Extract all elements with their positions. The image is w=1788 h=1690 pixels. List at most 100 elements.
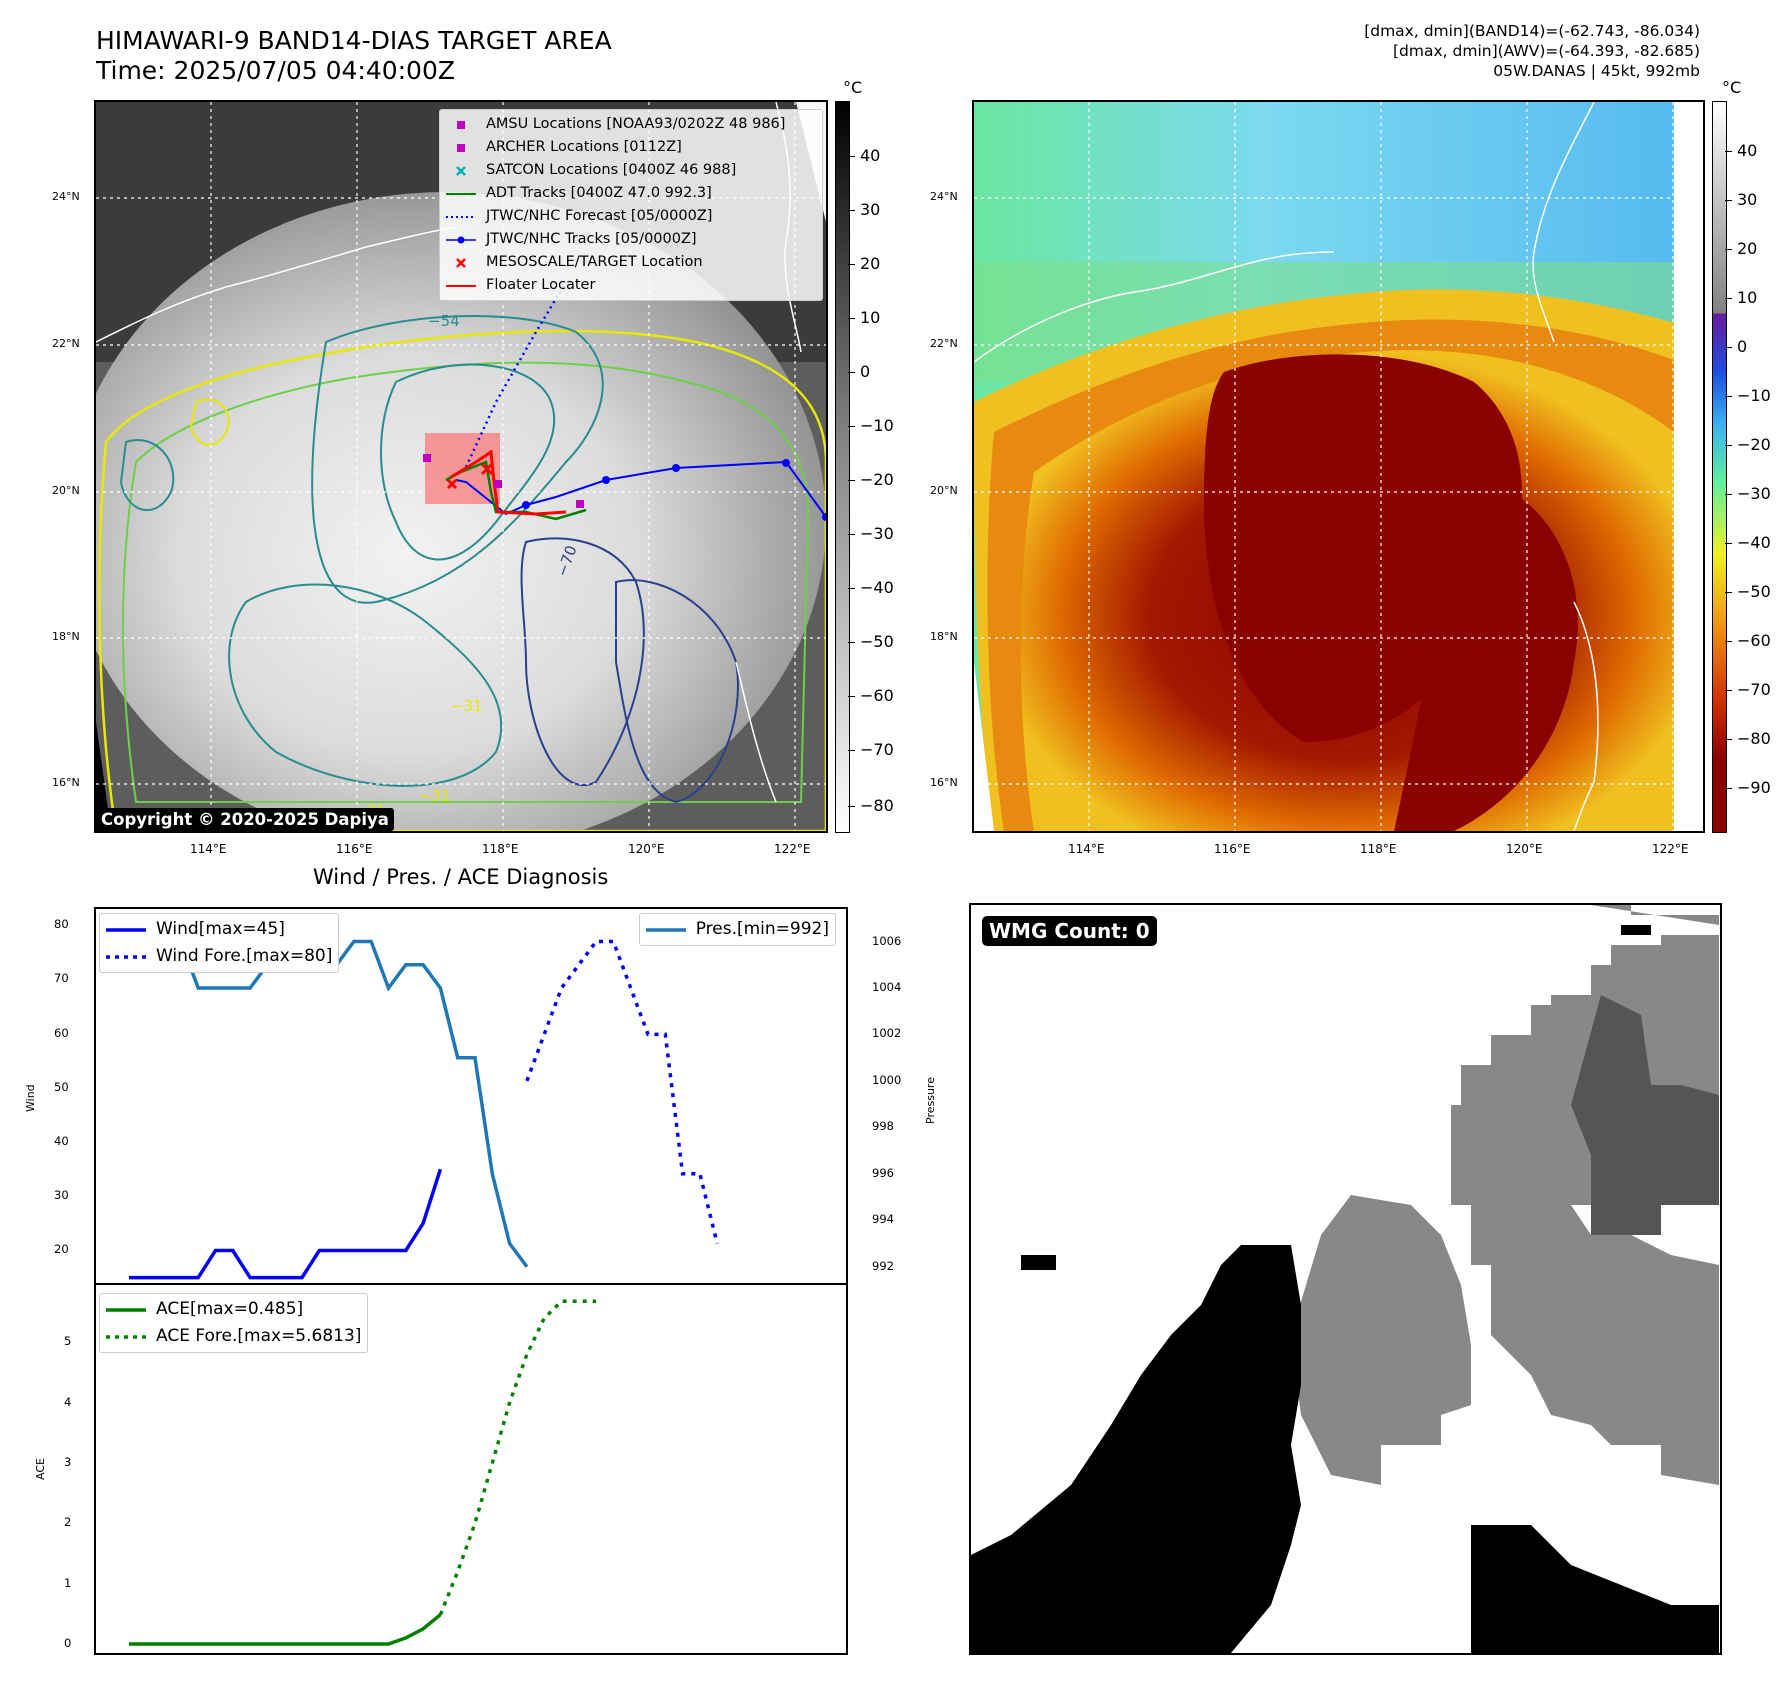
wmg-panel: WMG Count: 0 bbox=[969, 903, 1722, 1655]
lat-label: 22°N bbox=[930, 337, 958, 350]
wind-tick: 80 bbox=[54, 917, 69, 932]
wind-tick: 30 bbox=[54, 1188, 69, 1203]
lat-label: 18°N bbox=[52, 630, 80, 643]
ace-tick: 5 bbox=[64, 1334, 72, 1349]
ace-forecast-line bbox=[438, 1299, 597, 1616]
colorbar-tick: −20 bbox=[848, 470, 894, 489]
wind-line bbox=[129, 1168, 443, 1280]
wind-pres-panel: Wind[max=45] Wind Fore.[max=80] Pres.[mi… bbox=[94, 907, 848, 1285]
pressure-axis-label: Pressure bbox=[924, 1077, 937, 1124]
colorbar-tick: 30 bbox=[847, 200, 881, 219]
awv-map-panel[interactable] bbox=[972, 100, 1705, 833]
adt-track-line bbox=[445, 460, 587, 521]
ace-tick: 2 bbox=[64, 1515, 72, 1530]
ace-svg bbox=[129, 1299, 597, 1646]
pressure-tick: 1006 bbox=[872, 933, 902, 948]
pressure-legend: Pres.[min=992] bbox=[638, 913, 836, 946]
colorbar-tick: 10 bbox=[847, 308, 881, 327]
colorbar-tick: 20 bbox=[1724, 239, 1758, 258]
ace-tick: 3 bbox=[64, 1454, 72, 1469]
lat-label: 18°N bbox=[930, 630, 958, 643]
lon-label: 116°E bbox=[336, 842, 373, 856]
colorbar-tick: 30 bbox=[1724, 190, 1758, 209]
colorbar-tick: −30 bbox=[1725, 484, 1771, 503]
figure-title: HIMAWARI-9 BAND14-DIAS TARGET AREA bbox=[96, 26, 612, 55]
colorbar-tick: 0 bbox=[847, 362, 871, 381]
contour-label: −31 bbox=[451, 697, 483, 715]
legend-jtwc-forecast: JTWC/NHC Forecast [05/0000Z] bbox=[446, 208, 713, 224]
pressure-tick: 994 bbox=[872, 1212, 894, 1227]
colorbar-tick: 40 bbox=[847, 146, 881, 165]
wmg-svg bbox=[971, 905, 1720, 1653]
colorbar-tick: −60 bbox=[1725, 631, 1771, 650]
colorbar-tick: 10 bbox=[1724, 288, 1758, 307]
lat-label: 16°N bbox=[52, 776, 80, 789]
colorbar-tick: 40 bbox=[1724, 141, 1758, 160]
pressure-tick: 992 bbox=[872, 1258, 894, 1273]
lon-label: 114°E bbox=[190, 842, 227, 856]
stats-band14: [dmax, dmin](BAND14)=(-62.743, -86.034) bbox=[1364, 22, 1700, 40]
band14-colorbar bbox=[835, 101, 850, 833]
storm-info: 05W.DANAS | 45kt, 992mb bbox=[1493, 62, 1700, 80]
band14-map-panel[interactable]: −54 −70 −31 −31 −31 AMSU Locations [NOAA… bbox=[94, 100, 828, 833]
lon-label: 122°E bbox=[1652, 842, 1689, 856]
lon-label: 120°E bbox=[628, 842, 665, 856]
map-legend: AMSU Locations [NOAA93/0202Z 48 986] ARC… bbox=[439, 109, 823, 301]
colorbar-tick: −70 bbox=[1725, 680, 1771, 699]
ace-panel: ACE[max=0.485] ACE Fore.[max=5.6813] bbox=[94, 1283, 848, 1655]
figure-time: Time: 2025/07/05 04:40:00Z bbox=[96, 56, 455, 85]
ace-tick: 1 bbox=[64, 1575, 72, 1590]
lon-label: 114°E bbox=[1068, 842, 1105, 856]
legend-amsu: AMSU Locations [NOAA93/0202Z 48 986] bbox=[446, 113, 816, 136]
lon-label: 116°E bbox=[1214, 842, 1251, 856]
ace-axis-label: ACE bbox=[34, 1458, 47, 1480]
cloud-shield bbox=[96, 192, 826, 831]
lat-label: 20°N bbox=[930, 484, 958, 497]
legend-floater: Floater Locater bbox=[446, 277, 596, 293]
map-gridlines bbox=[974, 102, 1703, 831]
wind-tick: 50 bbox=[54, 1079, 69, 1094]
colorbar-tick: −30 bbox=[848, 524, 894, 543]
legend-target: MESOSCALE/TARGET Location bbox=[446, 251, 816, 274]
legend-jtwc-tracks: JTWC/NHC Tracks [05/0000Z] bbox=[446, 228, 816, 251]
contour-label: −54 bbox=[428, 312, 460, 330]
pressure-forecast-line bbox=[525, 939, 719, 1244]
lon-label: 120°E bbox=[1506, 842, 1543, 856]
colorbar-tick: −40 bbox=[848, 578, 894, 597]
jtwc-track-line bbox=[455, 460, 826, 518]
ace-line bbox=[129, 1613, 442, 1646]
lat-label: 24°N bbox=[930, 190, 958, 203]
lat-label: 24°N bbox=[52, 190, 80, 203]
legend-satcon: SATCON Locations [0400Z 46 988] bbox=[446, 159, 816, 182]
colorbar-tick: −60 bbox=[848, 686, 894, 705]
lat-label: 22°N bbox=[52, 337, 80, 350]
legend-archer: ARCHER Locations [0112Z] bbox=[446, 136, 816, 159]
copyright-label: Copyright © 2020-2025 Dapiya bbox=[96, 808, 394, 831]
wmg-count-label: WMG Count: 0 bbox=[982, 916, 1157, 946]
colorbar-tick: −50 bbox=[1725, 582, 1771, 601]
lon-label: 118°E bbox=[1360, 842, 1397, 856]
lon-label: 122°E bbox=[774, 842, 811, 856]
wind-tick: 60 bbox=[54, 1025, 69, 1040]
lat-label: 16°N bbox=[930, 776, 958, 789]
ace-legend: ACE[max=0.485] ACE Fore.[max=5.6813] bbox=[99, 1293, 369, 1353]
colorbar-unit: °C bbox=[843, 78, 863, 97]
pressure-tick: 1004 bbox=[872, 979, 902, 994]
colorbar-tick: −10 bbox=[848, 416, 894, 435]
awv-colorbar bbox=[1712, 101, 1727, 833]
wind-tick: 70 bbox=[54, 971, 69, 986]
jtwc-forecast-line bbox=[464, 281, 568, 468]
ace-tick: 0 bbox=[64, 1635, 72, 1650]
colorbar-tick: −20 bbox=[1725, 435, 1771, 454]
wind-axis-label: Wind bbox=[24, 1084, 37, 1112]
legend-adt: ADT Tracks [0400Z 47.0 992.3] bbox=[446, 185, 712, 201]
awv-map-svg bbox=[974, 102, 1703, 831]
wind-tick: 20 bbox=[54, 1242, 69, 1257]
wind-legend: Wind[max=45] Wind Fore.[max=80] bbox=[99, 913, 340, 973]
colorbar-tick: −10 bbox=[1725, 386, 1771, 405]
diagnosis-title: Wind / Pres. / ACE Diagnosis bbox=[313, 865, 609, 889]
wind-tick: 40 bbox=[54, 1134, 69, 1149]
contour-label: −31 bbox=[419, 787, 451, 805]
pressure-tick: 1002 bbox=[872, 1026, 902, 1041]
colorbar-tick: 20 bbox=[847, 254, 881, 273]
